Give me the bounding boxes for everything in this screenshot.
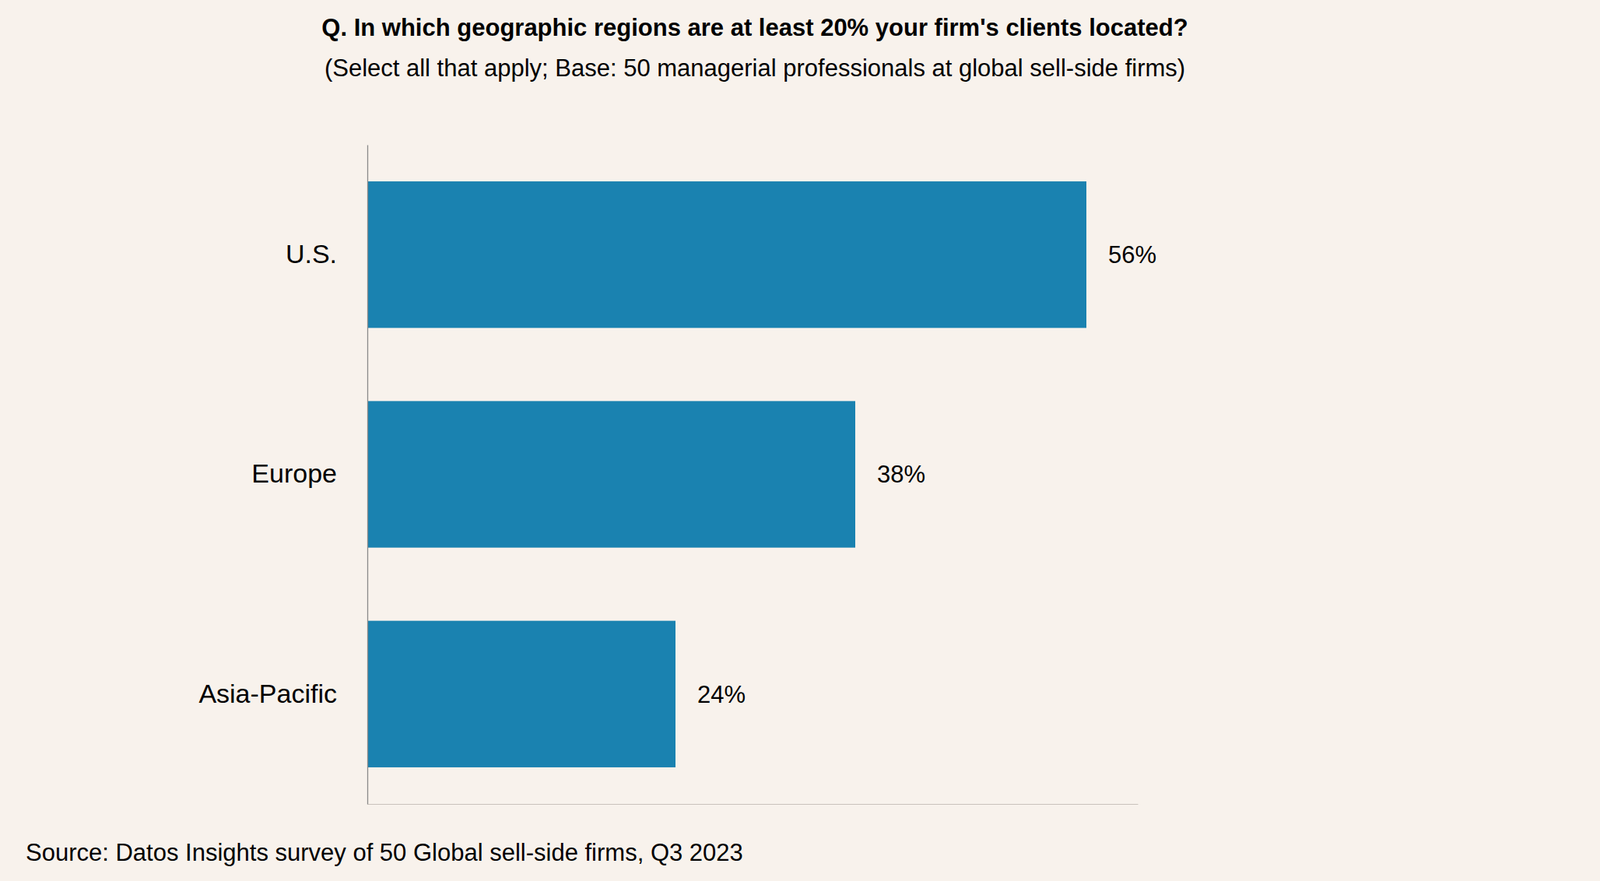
- category-label: U.S.: [285, 238, 337, 269]
- x-axis-line: [368, 803, 1139, 805]
- y-tick: Asia-Pacific: [198, 678, 368, 709]
- source: Source: Datos Insights survey of 50 Glob…: [25, 838, 744, 867]
- subtitle: (Select all that apply; Base: 50 manager…: [324, 54, 1186, 82]
- y-tick: U.S.: [285, 238, 368, 269]
- category-label: Asia-Pacific: [198, 678, 337, 709]
- title: Q. In which geographic regions are at le…: [321, 14, 1188, 42]
- y-axis: U.S. Europe Asia-Pacific: [198, 145, 368, 805]
- y-tick: Europe: [251, 458, 368, 488]
- background: [0, 0, 1600, 881]
- x-axis: [368, 803, 1139, 805]
- bar: [367, 400, 856, 548]
- data-label: 38%: [877, 460, 926, 488]
- bars: [367, 181, 1087, 768]
- category-label: Europe: [251, 458, 337, 488]
- data-label: 56%: [1108, 241, 1157, 269]
- data-labels: 56% 38% 24%: [697, 241, 1157, 709]
- bar: [367, 181, 1087, 328]
- data-label: 24%: [697, 680, 746, 709]
- chart: Q. In which geographic regions are at le…: [0, 0, 1600, 881]
- bar: [367, 621, 676, 768]
- y-axis-line: [367, 145, 369, 805]
